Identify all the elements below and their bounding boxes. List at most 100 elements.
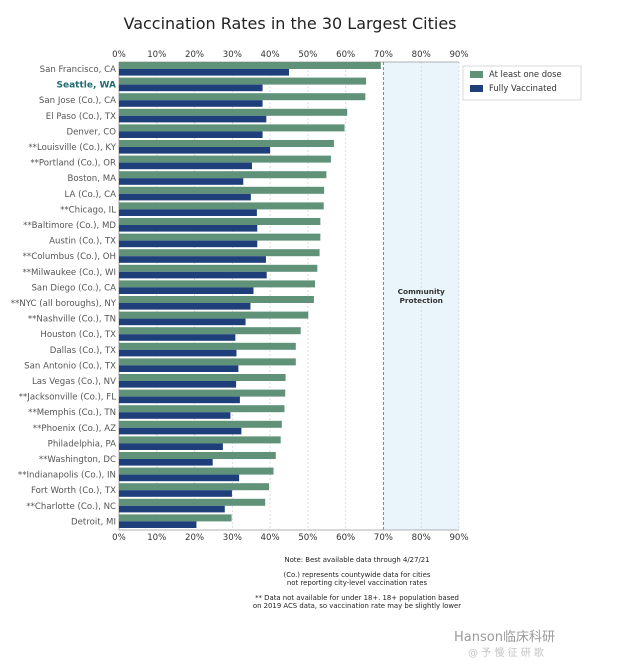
x-tick-bottom: 40%	[261, 533, 280, 543]
bar-at-least-one-dose	[119, 218, 321, 225]
bar-at-least-one-dose	[119, 358, 296, 366]
bar-fully-vaccinated	[119, 381, 237, 388]
x-tick-top: 0%	[112, 50, 126, 60]
bar-fully-vaccinated	[119, 271, 267, 279]
bar-fully-vaccinated	[119, 131, 263, 138]
bar-fully-vaccinated	[119, 349, 237, 357]
bar-fully-vaccinated	[119, 69, 289, 76]
chart-notes: Note: Best available data through 4/27/2…	[226, 556, 488, 617]
bar-fully-vaccinated	[119, 178, 244, 185]
category-label: Houston (Co.), TX	[40, 330, 116, 340]
x-tick-top: 80%	[412, 50, 431, 60]
bar-fully-vaccinated	[119, 318, 246, 326]
bar-fully-vaccinated	[119, 303, 251, 310]
bar-fully-vaccinated	[119, 505, 225, 513]
category-label: Detroit, MI	[71, 517, 116, 527]
x-tick-top: 40%	[261, 50, 280, 60]
x-tick-top: 90%	[449, 50, 468, 60]
bar-at-least-one-dose	[119, 124, 345, 132]
bar-at-least-one-dose	[119, 420, 282, 428]
bar-fully-vaccinated	[119, 225, 258, 232]
bar-fully-vaccinated	[119, 162, 252, 170]
category-label: San Diego (Co.), CA	[31, 283, 116, 293]
category-labels: San Francisco, CA Seattle, WA San Jose (Co…	[11, 65, 117, 527]
bar-at-least-one-dose	[119, 498, 266, 506]
bar-at-least-one-dose	[119, 452, 276, 459]
x-tick-bottom: 90%	[449, 533, 468, 543]
x-tick-top: 20%	[185, 50, 204, 60]
category-label: **Jacksonville (Co.), FL	[19, 393, 116, 403]
zone-label-line: Protection	[399, 296, 442, 305]
category-label: Boston, MA	[68, 174, 117, 184]
x-tick-top: 30%	[223, 50, 242, 60]
category-label: **Indianapolis (Co.), IN	[18, 471, 116, 481]
bar-fully-vaccinated	[119, 147, 271, 154]
category-label: **Washington, DC	[39, 455, 116, 465]
category-label: Austin (Co.), TX	[49, 237, 116, 247]
category-label: **Louisville (Co.), KY	[28, 143, 116, 153]
bar-at-least-one-dose	[119, 249, 320, 257]
bar-fully-vaccinated	[119, 193, 251, 201]
x-tick-top: 60%	[336, 50, 355, 60]
category-label: **Charlotte (Co.), NC	[26, 502, 116, 512]
bar-fully-vaccinated	[119, 256, 266, 263]
bar-fully-vaccinated	[119, 115, 267, 123]
category-label: **Phoenix (Co.), AZ	[33, 424, 116, 434]
x-tick-top: 50%	[298, 50, 317, 60]
bar-at-least-one-dose	[119, 171, 327, 179]
category-label: **Columbus (Co.), OH	[23, 252, 116, 262]
bar-fully-vaccinated	[119, 84, 263, 92]
x-tick-bottom: 50%	[298, 533, 317, 543]
bar-fully-vaccinated	[119, 412, 231, 419]
bar-at-least-one-dose	[119, 389, 286, 397]
legend: At least one dose Fully Vaccinated	[462, 65, 582, 101]
bar-at-least-one-dose	[119, 77, 367, 85]
category-label: El Paso (Co.), TX	[46, 112, 116, 122]
category-label: Philadelphia, PA	[48, 439, 116, 449]
bar-fully-vaccinated	[119, 474, 240, 482]
x-tick-bottom: 10%	[147, 533, 166, 543]
x-tick-bottom: 20%	[185, 533, 204, 543]
x-tick-top: 70%	[374, 50, 393, 60]
x-tick-top: 10%	[147, 50, 166, 60]
category-label: **Portland (Co.), OR	[30, 159, 116, 169]
category-label: **Chicago, IL	[60, 205, 116, 215]
bar-at-least-one-dose	[119, 311, 309, 319]
bar-at-least-one-dose	[119, 467, 274, 475]
bar-at-least-one-dose	[119, 405, 285, 413]
note-under-18: ** Data not available for under 18+. 18+…	[252, 593, 462, 611]
category-label: **Memphis (Co.), TN	[28, 408, 116, 418]
category-label: Seattle, WA	[57, 81, 117, 91]
bar-at-least-one-dose	[119, 62, 381, 69]
bar-fully-vaccinated	[119, 287, 254, 294]
bar-fully-vaccinated	[119, 521, 197, 528]
watermark-sub: @ 予 慢 征 研 歌	[468, 648, 544, 659]
category-label: LA (Co.), CA	[65, 190, 117, 200]
bar-fully-vaccinated	[119, 443, 223, 450]
legend-label: Fully Vaccinated	[489, 83, 557, 93]
category-label: **Milwaukee (Co.), WI	[22, 268, 116, 278]
legend-label: At least one dose	[489, 69, 562, 79]
bar-at-least-one-dose	[119, 374, 286, 381]
category-label: **Nashville (Co.), TN	[28, 315, 116, 325]
bars	[119, 62, 381, 528]
bar-at-least-one-dose	[119, 186, 325, 194]
bar-fully-vaccinated	[119, 427, 242, 435]
category-label: San Jose (Co.), CA	[39, 96, 116, 106]
bar-at-least-one-dose	[119, 483, 269, 491]
bar-fully-vaccinated	[119, 459, 213, 466]
bar-at-least-one-dose	[119, 327, 301, 335]
category-label: San Antonio (Co.), TX	[24, 361, 116, 371]
category-label: **NYC (all boroughs), NY	[11, 299, 117, 309]
category-label: Denver, CO	[67, 127, 117, 137]
x-tick-bottom: 30%	[223, 533, 242, 543]
legend-swatch	[470, 85, 483, 92]
bar-at-least-one-dose	[119, 436, 281, 444]
bar-at-least-one-dose	[119, 108, 348, 116]
bar-at-least-one-dose	[119, 296, 314, 303]
bar-at-least-one-dose	[119, 202, 324, 210]
chart-title: Vaccination Rates in the 30 Largest Citi…	[123, 14, 457, 33]
legend-swatch	[470, 71, 483, 78]
watermark: Hanson临床科研	[454, 630, 555, 645]
